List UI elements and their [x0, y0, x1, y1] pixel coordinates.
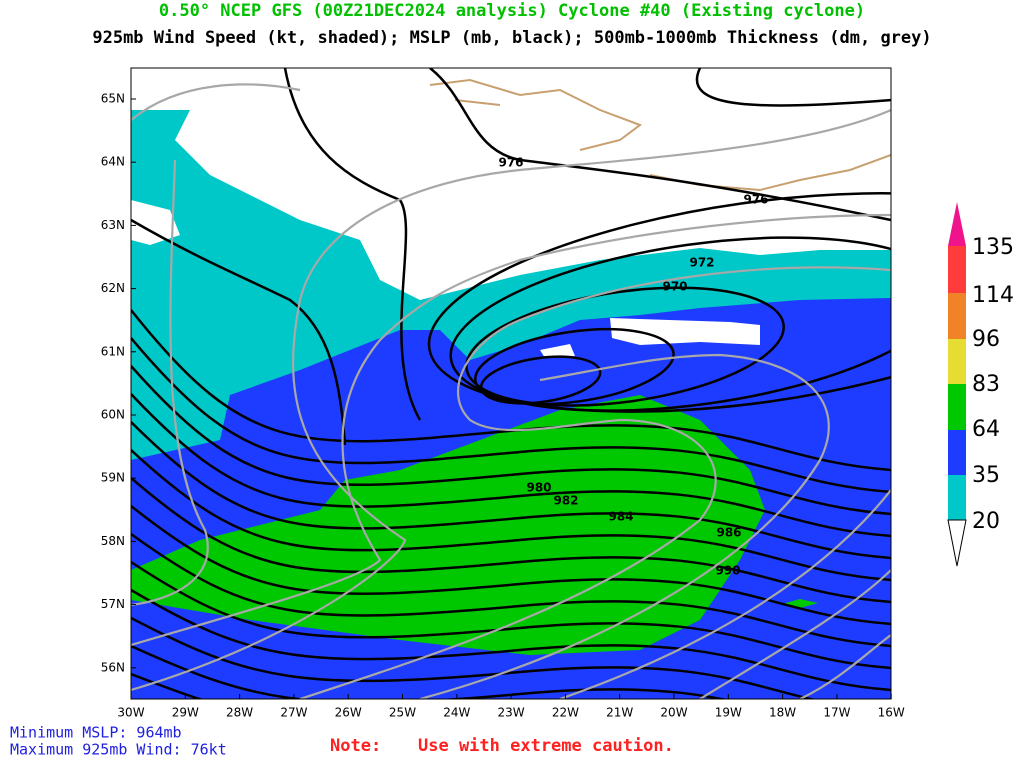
contour-label: 984 [608, 510, 633, 524]
title: 0.50° NCEP GFS (00Z21DEC2024 analysis) C… [159, 1, 865, 21]
lon-label: 28W [226, 706, 253, 720]
isobar [131, 365, 891, 516]
lat-label: 61N [101, 344, 125, 358]
thickness-line [299, 266, 891, 699]
contour-label: 976 [743, 193, 768, 207]
contour-label: 986 [716, 526, 741, 540]
thickness-line [419, 353, 830, 699]
colorbar-label: 64 [972, 417, 1000, 442]
isobar [131, 393, 891, 538]
lon-label: 20W [660, 706, 687, 720]
colorbar-label: 83 [972, 372, 1000, 397]
isobar [449, 236, 891, 412]
isobar [131, 616, 816, 699]
colorbar-label: 20 [972, 509, 1000, 534]
thickness-line [559, 489, 891, 699]
isobar [131, 449, 891, 582]
isobar [131, 588, 891, 692]
isobar [131, 421, 891, 560]
lon-label: 22W [552, 706, 579, 720]
note-label: Note: [330, 736, 381, 756]
colorbar [947, 202, 967, 567]
contour-label: 972 [689, 256, 714, 270]
isobar [427, 192, 891, 413]
lat-label: 65N [101, 92, 125, 106]
isobar [429, 68, 891, 222]
isobar [465, 286, 785, 407]
colorbar-label: 96 [972, 327, 1000, 352]
isobar [695, 68, 891, 107]
thickness-line [799, 634, 891, 699]
thickness-line [131, 108, 891, 692]
thickness-line [699, 569, 891, 699]
colorbar-label: 35 [972, 463, 1000, 488]
lon-label: 16W [878, 706, 905, 720]
lon-label: 21W [606, 706, 633, 720]
lon-label: 30W [117, 706, 144, 720]
lat-label: 64N [101, 155, 125, 169]
isobar [131, 505, 891, 626]
thickness-line [131, 83, 301, 607]
lon-label: 24W [443, 706, 470, 720]
lat-label: 60N [101, 408, 125, 422]
lat-label: 62N [101, 281, 125, 295]
note-text: Use with extreme caution. [418, 736, 674, 756]
isobar [474, 328, 675, 406]
lon-label: 19W [715, 706, 742, 720]
isobar [131, 644, 728, 699]
colorbar-label: 114 [972, 283, 1014, 308]
lon-label: 25W [389, 706, 416, 720]
subtitle: 925mb Wind Speed (kt, shaded); MSLP (mb,… [92, 28, 931, 48]
lon-label: 27W [280, 706, 307, 720]
contour-label: 980 [526, 481, 551, 495]
lat-label: 57N [101, 597, 125, 611]
lon-label: 23W [498, 706, 525, 720]
lon-label: 17W [823, 706, 850, 720]
colorbar-label: 135 [972, 235, 1014, 260]
lon-label: 26W [335, 706, 362, 720]
isobar [131, 337, 891, 494]
thickness-line [131, 213, 891, 647]
contour-label: 970 [662, 280, 687, 294]
lat-label: 59N [101, 471, 125, 485]
lon-label: 18W [769, 706, 796, 720]
lat-label: 63N [101, 218, 125, 232]
contour-label: 982 [553, 494, 578, 508]
isobar [131, 218, 347, 446]
contour-label: 990 [715, 564, 740, 578]
map [131, 68, 891, 699]
isobar [131, 532, 891, 648]
lat-label: 58N [101, 534, 125, 548]
max-wind: Maximum 925mb Wind: 76kt [10, 741, 227, 759]
contour-label: 976 [498, 156, 523, 170]
min-mslp: Minimum MSLP: 964mb [10, 724, 182, 742]
lon-label: 29W [172, 706, 199, 720]
lat-label: 56N [101, 660, 125, 674]
